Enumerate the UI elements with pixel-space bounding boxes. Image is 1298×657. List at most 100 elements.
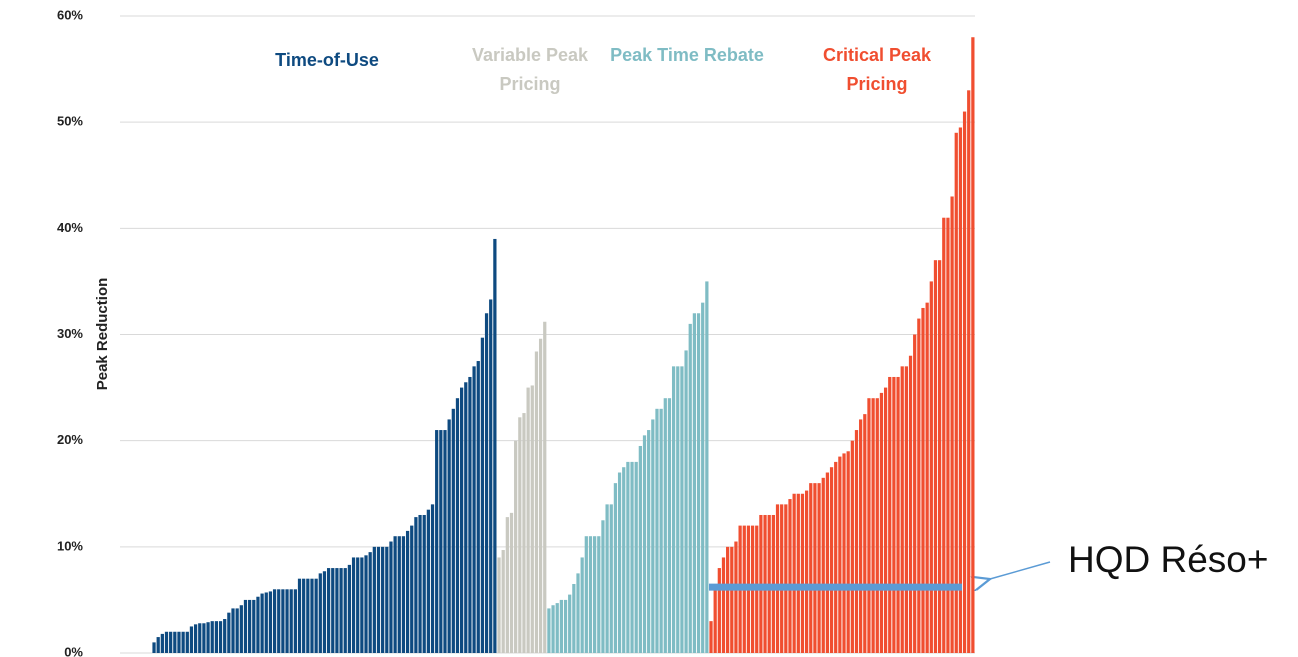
bar [800,493,805,653]
bar [904,366,908,653]
bar [401,536,406,653]
bar [468,376,472,653]
bar [543,321,547,653]
bar [202,623,206,653]
bar [954,132,958,654]
bar [809,483,813,653]
bar [551,605,555,653]
bar [326,568,331,653]
bar [418,514,422,653]
bar [929,281,933,653]
bar [393,536,397,653]
bar [792,493,796,653]
bar [908,355,913,653]
bar [530,385,534,653]
bar [854,430,859,653]
bar [601,520,605,653]
bar [813,483,817,653]
bar [206,622,210,653]
bar [489,299,493,653]
bar [451,408,455,653]
bar [439,430,443,653]
bar [626,461,630,653]
bar [584,536,588,653]
bar [900,366,904,653]
bar [526,387,530,653]
bar [331,568,335,653]
bar [509,512,514,653]
bar [875,398,879,653]
y-tick-label: 0% [64,644,83,657]
bar [389,541,393,653]
bar [318,573,322,653]
bar [514,440,518,653]
bar [888,376,892,653]
bar [913,334,917,653]
bar [310,578,314,653]
bar [609,504,613,653]
bar [252,599,256,653]
bar [659,408,663,653]
y-tick-label: 10% [57,538,83,553]
bar [239,605,243,653]
series-label: Time-of-Use [275,50,379,70]
bar [962,111,967,654]
bar [647,430,651,653]
bar [834,461,838,653]
bar [921,307,925,653]
bar [842,453,846,653]
bar [426,509,430,653]
bar [460,387,464,653]
bar [223,619,227,653]
arrow [990,561,1051,579]
series-label: Peak Time Rebate [610,45,764,65]
bar [617,472,622,653]
bar [405,530,410,653]
bar [967,90,971,654]
bar [518,417,522,653]
bar [563,599,568,653]
bar [817,483,821,653]
bar [322,571,327,653]
bar [684,350,688,653]
series-label: Critical Peak Pricing [822,45,932,94]
bar [971,37,975,653]
bar [726,546,730,653]
bar [588,536,593,653]
bar [493,238,497,653]
bar [476,361,480,653]
bar [214,621,219,653]
bar [414,517,418,653]
bar [256,596,260,653]
bar [838,456,842,653]
bar [896,376,900,653]
y-tick-label: 30% [57,326,83,341]
bar [351,557,356,653]
bar [634,461,638,653]
bar [788,499,792,653]
bar [185,631,189,653]
bar [484,313,489,653]
bar [946,217,950,653]
bar [667,398,672,653]
bar [472,366,476,653]
bar [277,589,281,653]
bar [821,477,825,653]
bar [701,302,705,653]
bar [356,557,360,653]
bar [293,589,297,653]
bar [938,260,942,653]
bar [152,642,156,653]
bar [360,557,364,653]
bar [464,382,468,653]
bar [447,419,451,653]
bar [942,217,946,653]
bar [568,594,572,653]
bar [692,313,697,653]
bar [272,589,277,653]
bar [883,387,888,653]
bar [730,546,734,653]
reference-label: HQD Réso+ [1068,539,1268,580]
bar [264,592,268,653]
bar [368,552,372,653]
